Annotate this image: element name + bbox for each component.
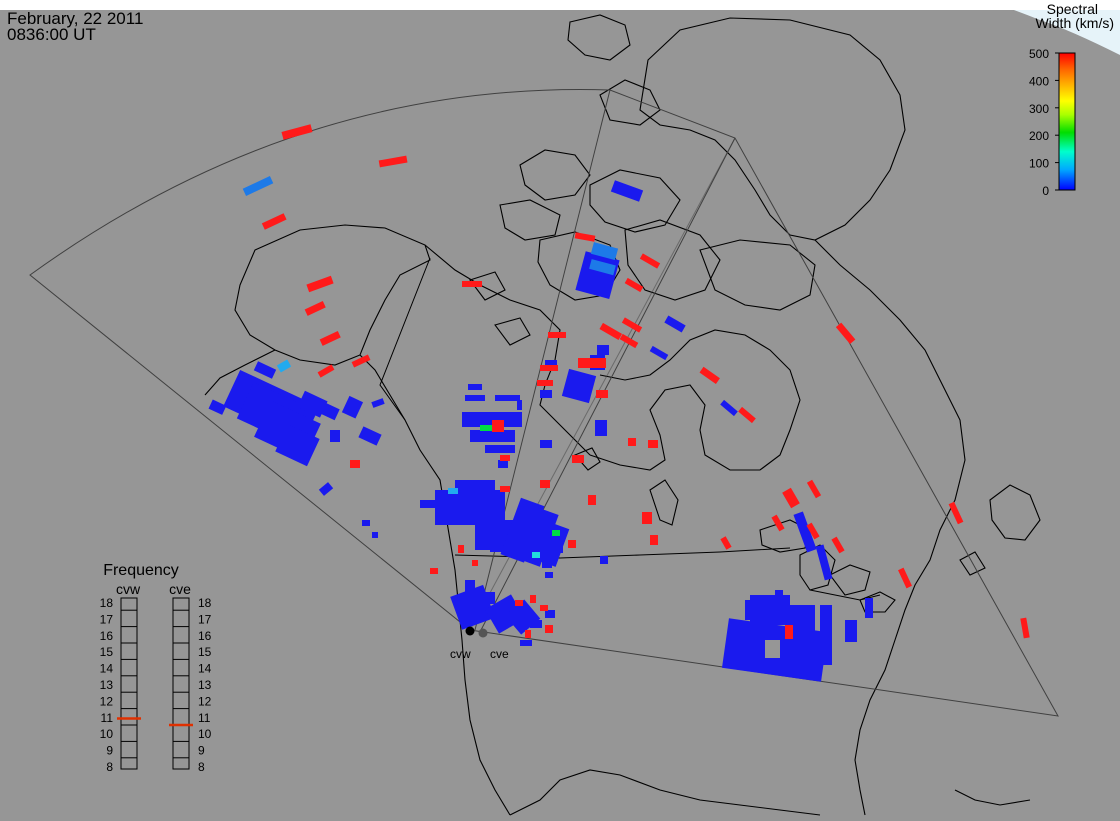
time-label: 0836:00 UT bbox=[7, 25, 96, 44]
frequency-scale-cve bbox=[172, 597, 190, 770]
radar-marker-cve bbox=[478, 628, 488, 638]
colorbar-tick-label: 300 bbox=[1029, 102, 1049, 116]
frequency-scale-label-left: 18 bbox=[100, 596, 114, 610]
frequency-scale-label-right: 14 bbox=[198, 662, 212, 676]
frequency-scale-label-left: 15 bbox=[100, 645, 114, 659]
frequency-radar-label-cvw: cvw bbox=[116, 581, 141, 597]
frequency-scale-label-left: 10 bbox=[100, 727, 114, 741]
frequency-scale-label-left: 13 bbox=[100, 678, 114, 692]
date-label: February, 22 2011 bbox=[7, 9, 144, 28]
frequency-scale-label-left: 9 bbox=[106, 744, 113, 758]
frequency-scale-label-right: 17 bbox=[198, 612, 212, 626]
colorbar-tick-label: 400 bbox=[1029, 74, 1049, 88]
colorbar-gradient bbox=[1058, 52, 1076, 191]
frequency-radar-label-cve: cve bbox=[169, 581, 191, 597]
borders bbox=[379, 257, 881, 601]
top-border bbox=[0, 0, 1120, 10]
frequency-scale-label-right: 8 bbox=[198, 760, 205, 774]
radar-label-cve: cve bbox=[490, 647, 509, 661]
frequency-scale-label-right: 13 bbox=[198, 678, 212, 692]
frequency-scale-label-right: 18 bbox=[198, 596, 212, 610]
frequency-scale-label-right: 9 bbox=[198, 744, 205, 758]
colorbar-tick-label: 200 bbox=[1029, 129, 1049, 143]
frequency-scale-cvw bbox=[120, 597, 138, 770]
colorbar-title-line2: Width (km/s) bbox=[1035, 15, 1114, 31]
spectral-width-colorbar: Spectral Width (km/s) 500 400 300 200 100 0 bbox=[1029, 1, 1114, 198]
frequency-scale-label-left: 14 bbox=[100, 662, 114, 676]
colorbar-tick-label: 0 bbox=[1042, 184, 1049, 198]
frequency-title: Frequency bbox=[103, 562, 179, 579]
frequency-scale-label-left: 8 bbox=[106, 760, 113, 774]
coastlines bbox=[204, 14, 1041, 816]
frequency-scale-label-right: 12 bbox=[198, 694, 212, 708]
frequency-scale-label-left: 17 bbox=[100, 612, 114, 626]
frequency-scale-label-right: 11 bbox=[198, 711, 211, 725]
frequency-scale-label-left: 11 bbox=[101, 711, 114, 725]
radar-marker-cvw bbox=[465, 626, 475, 636]
snow-cap bbox=[985, 0, 1120, 55]
frequency-scale-label-right: 16 bbox=[198, 629, 212, 643]
frequency-scale-label-left: 16 bbox=[100, 629, 114, 643]
echo-cells bbox=[208, 124, 1030, 682]
frequency-panel: Frequency cvw cve 18 18 17 17 16 16 15 15 14 14 13… bbox=[100, 562, 212, 774]
frequency-scale-label-left: 12 bbox=[100, 694, 114, 708]
frequency-scale-label-right: 15 bbox=[198, 645, 212, 659]
radar-label-cvw: cvw bbox=[450, 647, 471, 661]
colorbar-tick-label: 100 bbox=[1029, 157, 1049, 171]
colorbar-tick-label: 500 bbox=[1029, 47, 1049, 61]
radar-sites: cvw cve bbox=[450, 626, 509, 661]
frequency-scale-label-right: 10 bbox=[198, 727, 212, 741]
radar-fov bbox=[29, 89, 1059, 717]
colorbar-title-line1: Spectral bbox=[1047, 1, 1098, 17]
